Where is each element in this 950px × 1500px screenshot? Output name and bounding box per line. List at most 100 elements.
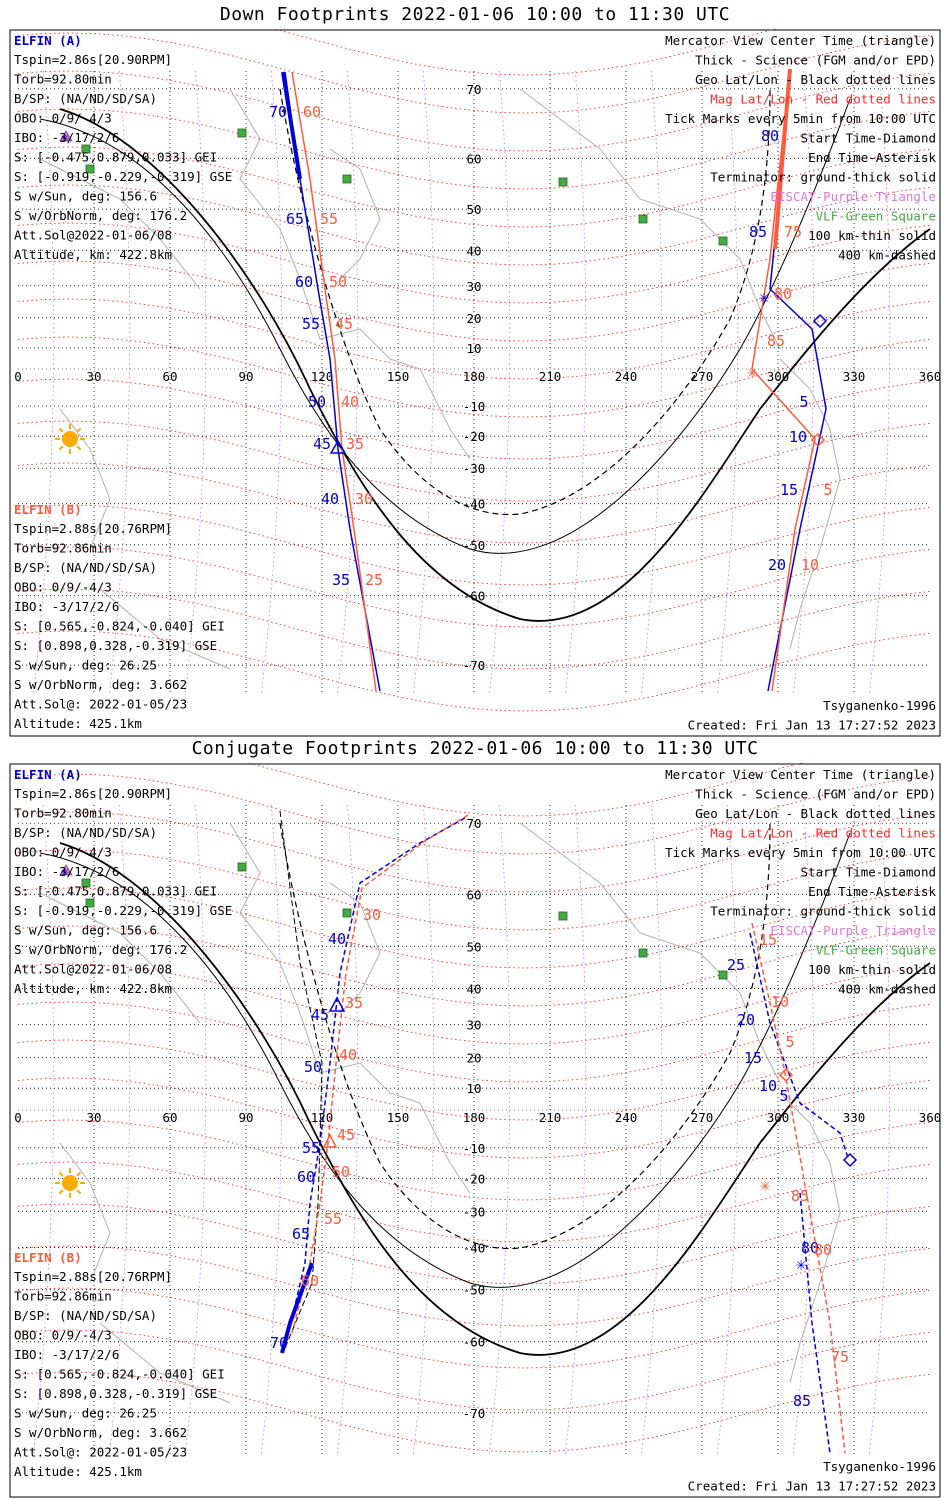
end-asterisk-icon: ✳ (61, 130, 70, 146)
legend-item: VLF-Green Square (816, 209, 936, 224)
mag-parallel (17, 630, 931, 712)
elfin-a-info-line: Altitude, km: 422.8km (14, 981, 172, 996)
track-label: 25 (727, 956, 745, 974)
elfin-b-info-line: S w/OrbNorm, deg: 3.662 (14, 1425, 187, 1440)
lat-label: -10 (463, 1141, 486, 1156)
lat-label: 70 (466, 816, 481, 831)
lat-label: 50 (466, 202, 481, 217)
elfin-a-info-line: OBO: 0/9/-4/3 (14, 111, 112, 126)
elfin-a-title: ELFIN (A) (14, 767, 82, 782)
elfin-a-info-line: S: [-0.475,0.879,0.033] GEI (14, 150, 217, 165)
elfin-a-info-line: S w/OrbNorm, deg: 176.2 (14, 942, 187, 957)
mag-parallel (17, 588, 931, 670)
elfin-a-track (284, 817, 466, 1349)
legend-item: Terminator: ground-thick solid (710, 904, 936, 919)
mag-meridian (32, 70, 55, 695)
track-label: 15 (744, 1049, 762, 1067)
vlf-square-icon (81, 878, 91, 888)
mag-meridian (564, 70, 587, 695)
mag-parallel (17, 1329, 931, 1411)
track-label: 80 (801, 1239, 819, 1257)
coastline (39, 158, 201, 290)
mag-meridian (184, 804, 207, 1456)
mag-meridian (184, 70, 207, 695)
elfin-b-info-line: Torb=92.86min (14, 541, 112, 556)
track-label: 20 (737, 1011, 755, 1029)
track-label: 5 (799, 393, 808, 411)
conjugate-footprints-map: 0 30 60 90 120 150 180 210 240 270 300 330 360706050… (9, 763, 941, 1498)
mag-meridian (640, 804, 663, 1456)
mag-parallel (17, 1039, 931, 1121)
mag-parallel (17, 462, 931, 544)
down-panel-title: Down Footprints 2022-01-06 10:00 to 11:3… (219, 4, 731, 25)
legend-item: Geo Lat/Lon - Black dotted lines (695, 72, 936, 87)
vlf-square-icon (342, 174, 352, 184)
mag-meridian (488, 70, 511, 695)
lat-label: 70 (466, 82, 481, 97)
legend-item: EISCAT-Purple Triangle (770, 189, 936, 204)
lon-label: 240 (615, 369, 638, 384)
terminator-ground (59, 108, 931, 622)
track-label: 45 (335, 315, 353, 333)
elfin-b-info-line: OBO: 0/9/-4/3 (14, 580, 112, 595)
mag-parallel (17, 887, 931, 969)
track-label: 55 (302, 315, 320, 333)
mag-parallel (17, 546, 931, 628)
lat-label: -30 (463, 1204, 486, 1219)
mag-parallel (17, 1119, 931, 1201)
start-diamond-icon (812, 313, 828, 329)
mag-meridian (792, 70, 815, 695)
coastline (229, 822, 471, 1194)
mag-meridian (32, 804, 55, 1456)
elfin-b-info-line: B/SP: (NA/ND/SD/SA) (14, 1308, 157, 1323)
track-label: 50 (308, 393, 326, 411)
elfin-a-info-line: IBO: -3/17/2/6 (14, 130, 119, 145)
mag-meridian (412, 70, 435, 695)
elfin-b-info-line: IBO: -3/17/2/6 (14, 599, 119, 614)
track-label: 10 (771, 993, 789, 1011)
mag-parallel (272, 29, 777, 76)
mag-parallel (17, 1203, 931, 1285)
lon-label: 0 (14, 1110, 22, 1125)
track-label: 10 (801, 556, 819, 574)
elfin-a-info-line: Att.Sol@2022-01-06/08 (14, 962, 172, 977)
legend-item: Thick - Science (FGM and/or EPD) (695, 787, 936, 802)
track-label: 30 (363, 906, 381, 924)
mag-meridian (868, 70, 891, 695)
mag-parallel (17, 811, 931, 893)
mag-meridian (488, 804, 511, 1456)
elfin-b-info-line: Tspin=2.88s[20.76RPM] (14, 1269, 172, 1284)
vlf-square-icon (85, 898, 95, 908)
lat-label: -20 (463, 1172, 486, 1187)
legend-item: Mercator View Center Time (triangle) (665, 33, 936, 48)
lon-label: 30 (86, 1110, 101, 1125)
vlf-square-icon (638, 948, 648, 958)
lat-label: -40 (463, 497, 486, 512)
eiscat-triangle-icon (59, 864, 73, 876)
terminator-100km (39, 832, 851, 1288)
track-label: 40 (321, 490, 339, 508)
track-label: 45 (337, 1126, 355, 1144)
coastline (329, 148, 381, 280)
start-diamond-icon (778, 1067, 794, 1083)
track-label: 75 (784, 223, 802, 241)
elfin-a-info-line: OBO: 0/9/-4/3 (14, 845, 112, 860)
eiscat-triangle-icon (59, 130, 73, 142)
elfin-a-info-line: S: [-0.919,-0.229,-0.319] GSE (14, 169, 232, 184)
elfin-b-info-line: S w/OrbNorm, deg: 3.662 (14, 677, 187, 692)
vlf-square-icon (718, 236, 728, 246)
track-label: 5 (823, 481, 832, 499)
mag-meridian (336, 804, 359, 1456)
lat-label: -40 (463, 1241, 486, 1256)
legend-item: 100 km-thin solid (808, 228, 936, 243)
vlf-square-icon (558, 177, 568, 187)
center-triangle-icon (322, 1133, 338, 1148)
legend-item: Terminator: ground-thick solid (710, 170, 936, 185)
elfin-a-track-3 (799, 1192, 831, 1454)
end-asterisk-icon: ✳ (796, 1254, 807, 1275)
track-label: 75 (831, 1348, 849, 1366)
elfin-b-info-line: S: [0.898,0.328,-0.319] GSE (14, 1386, 217, 1401)
elfin-a-info-line: B/SP: (NA/ND/SD/SA) (14, 825, 157, 840)
model-name: Tsyganenko-1996 (823, 698, 936, 713)
elfin-b-track-2 (751, 68, 816, 692)
